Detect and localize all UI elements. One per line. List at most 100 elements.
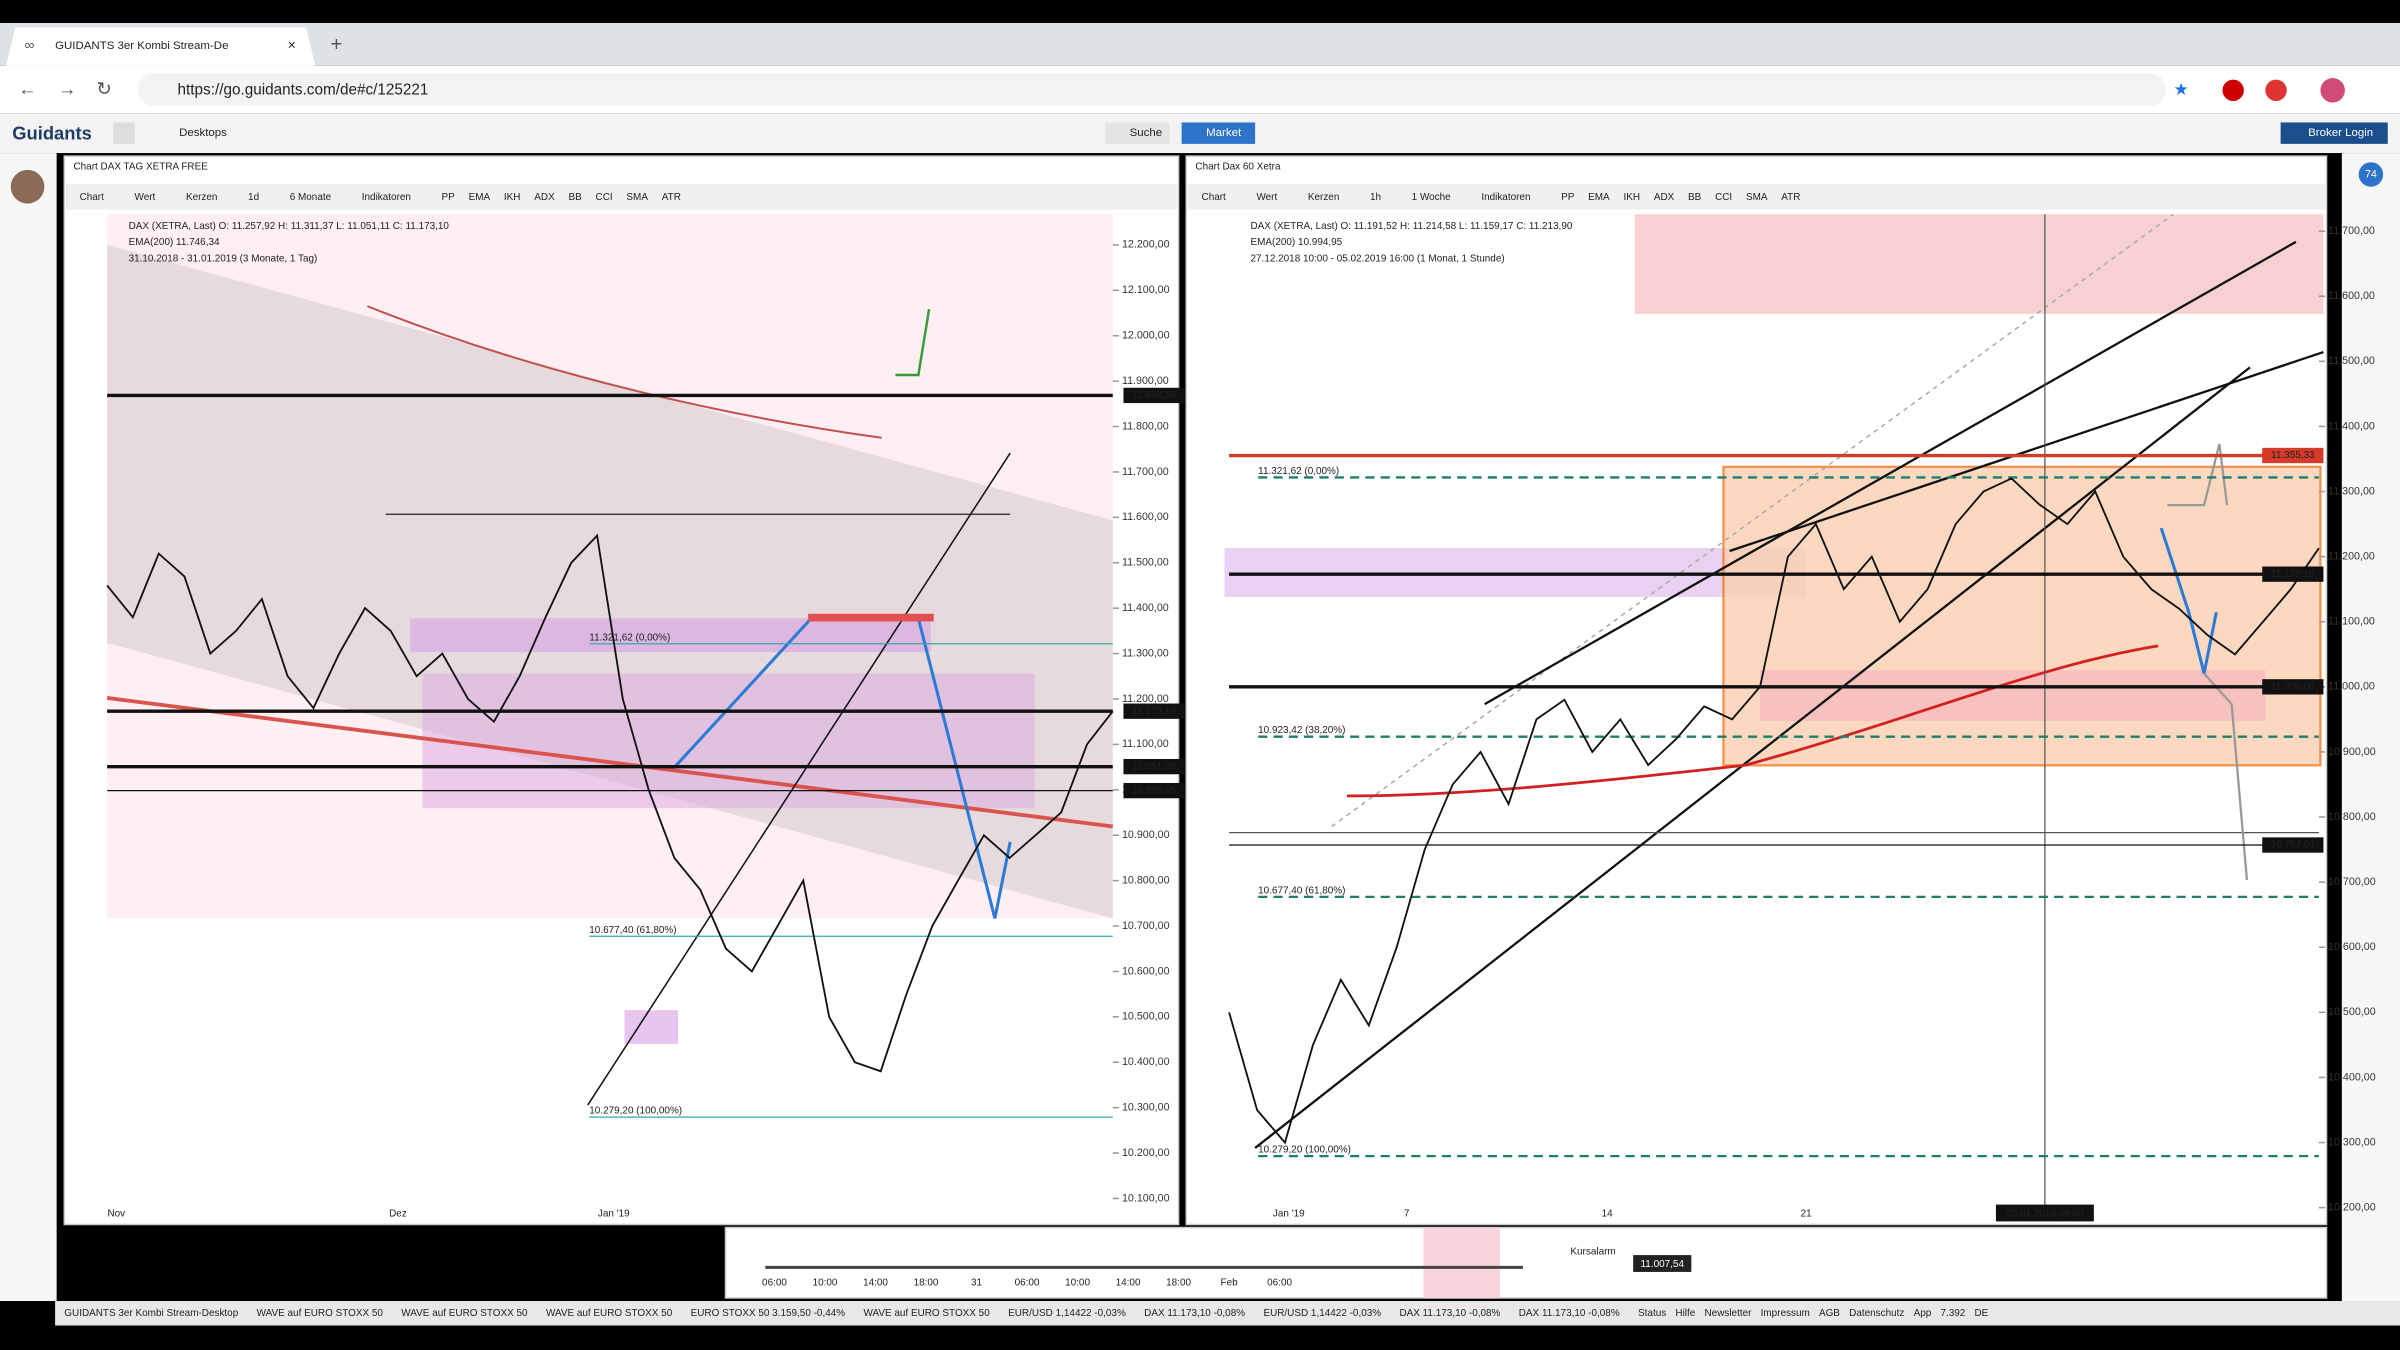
footer-link[interactable]: 7.392 [1940,1308,1965,1319]
price-tag [2262,566,2324,582]
toolbar-button[interactable]: PP [1561,192,1575,203]
fib-label: 11.321,62 (0,00%) [1258,466,1339,477]
zone [1760,670,2266,721]
fib-label: 10.923,42 (38,20%) [1258,725,1345,736]
ticker-item[interactable]: DAX 11.173,10 -0,08% [1399,1308,1500,1319]
toolbar-button[interactable]: Wert [135,192,156,203]
tab-bar [0,22,2400,66]
profile[interactable] [2320,78,2345,103]
ticker-item[interactable]: WAVE auf EURO STOXX 50 [401,1308,528,1319]
mini-time: 10:00 [813,1277,838,1288]
ext-icon[interactable] [2222,79,2244,102]
toolbar-button[interactable]: Kerzen [186,192,218,203]
chart-info: 31.10.2018 - 31.01.2019 (3 Monate, 1 Tag… [129,253,318,264]
trend-line [1254,366,2251,1149]
y-tick-label: 11.500,00 [2328,355,2375,367]
new-tab[interactable]: + [331,34,343,56]
x-tick-label: Dez [389,1208,407,1219]
footer-link[interactable]: Status [1638,1308,1666,1319]
price-line [1228,477,2320,1145]
toolbar-button[interactable]: IKH [504,192,521,203]
price-tag [2262,679,2324,695]
reload[interactable]: ↻ [96,78,111,99]
logo[interactable]: Guidants [12,123,92,144]
toolbar-button[interactable]: ATR [1781,192,1800,203]
ticker-item[interactable]: EUR/USD 1,14422 -0,03% [1008,1308,1126,1319]
footer-link[interactable]: Datenschutz [1849,1308,1904,1319]
toolbar-button[interactable]: 1d [248,192,259,203]
mini-time: 18:00 [1166,1277,1191,1288]
toolbar-button[interactable]: EMA [469,192,491,203]
toolbar-button[interactable]: BB [568,192,582,203]
toolbar-button[interactable]: 6 Monate [290,192,332,203]
toolbar-button[interactable]: IKH [1623,192,1640,203]
toolbar-button[interactable]: 1 Woche [1412,192,1452,203]
toolbar-button[interactable]: EMA [1588,192,1610,203]
toolbar-button[interactable]: Indikatoren [362,192,411,203]
back[interactable]: ← [18,78,36,99]
fib-label: 11.321,62 (0,00%) [589,632,670,643]
ticker-item[interactable]: EURO STOXX 50 3.159,50 -0,44% [691,1308,846,1319]
ext-icon[interactable] [2265,79,2287,102]
x-tick-label: 21 [1801,1208,1813,1219]
y-tick-label: 11.300,00 [2328,485,2375,497]
desktops[interactable]: Desktops [179,127,227,139]
bookmark[interactable]: ★ [2173,80,2188,99]
toolbar-button[interactable]: ATR [662,192,681,203]
toolbar-button[interactable]: Chart [1202,192,1227,203]
broker-btn[interactable] [2280,122,2388,144]
toolbar-button[interactable]: Indikatoren [1481,192,1530,203]
ticker-item[interactable]: EUR/USD 1,14422 -0,03% [1263,1308,1381,1319]
footer-link[interactable]: Impressum [1761,1308,1810,1319]
ticker-item[interactable]: DAX 11.173,10 -0,08% [1144,1308,1245,1319]
y-tick-label: 10.500,00 [1122,1011,1170,1023]
y-tick-label: 10.400,00 [1122,1056,1170,1068]
ticker-item[interactable]: WAVE auf EURO STOXX 50 [257,1308,384,1319]
search-btn[interactable] [1105,122,1170,144]
price-tag-label: 11.000,00 [2271,681,2315,692]
toolbar-button[interactable]: SMA [1746,192,1768,203]
toolbar-button[interactable]: CCI [1715,192,1732,203]
footer-link[interactable]: DE [1975,1308,1989,1319]
toolbar-button[interactable]: 1h [1370,192,1381,203]
ticker-item[interactable]: WAVE auf EURO STOXX 50 [546,1308,673,1319]
search: Suche [1130,127,1163,139]
toolbar-button[interactable]: SMA [626,192,648,203]
address-bar[interactable] [137,73,2166,106]
ticker-item[interactable]: DAX 11.173,10 -0,08% [1519,1308,1620,1319]
toolbar-button[interactable]: PP [442,192,456,203]
market-btn[interactable] [1181,122,1256,144]
toolbar-button[interactable]: ADX [534,192,555,203]
tab-icon: ∞ [24,38,34,53]
forward[interactable]: → [58,78,76,99]
avatar[interactable] [10,169,45,204]
toolbar-button[interactable]: BB [1688,192,1702,203]
toolbar-button[interactable]: Wert [1256,192,1277,203]
tab-close[interactable]: × [288,38,296,53]
left-sidebar [0,153,57,1302]
price-tag-label: 11.868,50 [1132,390,1176,401]
y-tick-label: 10.400,00 [2328,1071,2376,1083]
footer-link[interactable]: AGB [1819,1308,1840,1319]
y-tick-label: 11.600,00 [1122,511,1169,523]
toolbar-button[interactable]: CCI [596,192,613,203]
toolbar-button[interactable]: Kerzen [1308,192,1340,203]
tab[interactable] [6,27,316,66]
ticker-item[interactable]: GUIDANTS 3er Kombi Stream-Desktop [64,1308,238,1319]
pin[interactable] [113,122,135,144]
y-tick-label: 10.800,00 [1122,874,1170,886]
footer-link[interactable]: App [1914,1308,1932,1319]
price-tag-label: 11.173,10 [1132,706,1176,717]
zone [410,618,931,653]
toolbar-button[interactable]: ADX [1654,192,1675,203]
toolbar-button[interactable]: Chart [80,192,105,203]
price-line [106,533,1114,1073]
x-tick-label: 14 [1602,1208,1614,1219]
price-tag-label: 10.757,01 [2271,840,2316,851]
footer-link[interactable]: Newsletter [1704,1308,1752,1319]
y-tick-label: 10.600,00 [2328,941,2376,953]
badge[interactable] [2358,162,2384,187]
footer-link[interactable]: Hilfe [1675,1308,1695,1319]
fib-label: 10.677,40 (61,80%) [589,925,676,936]
ticker-item[interactable]: WAVE auf EURO STOXX 50 [863,1308,990,1319]
